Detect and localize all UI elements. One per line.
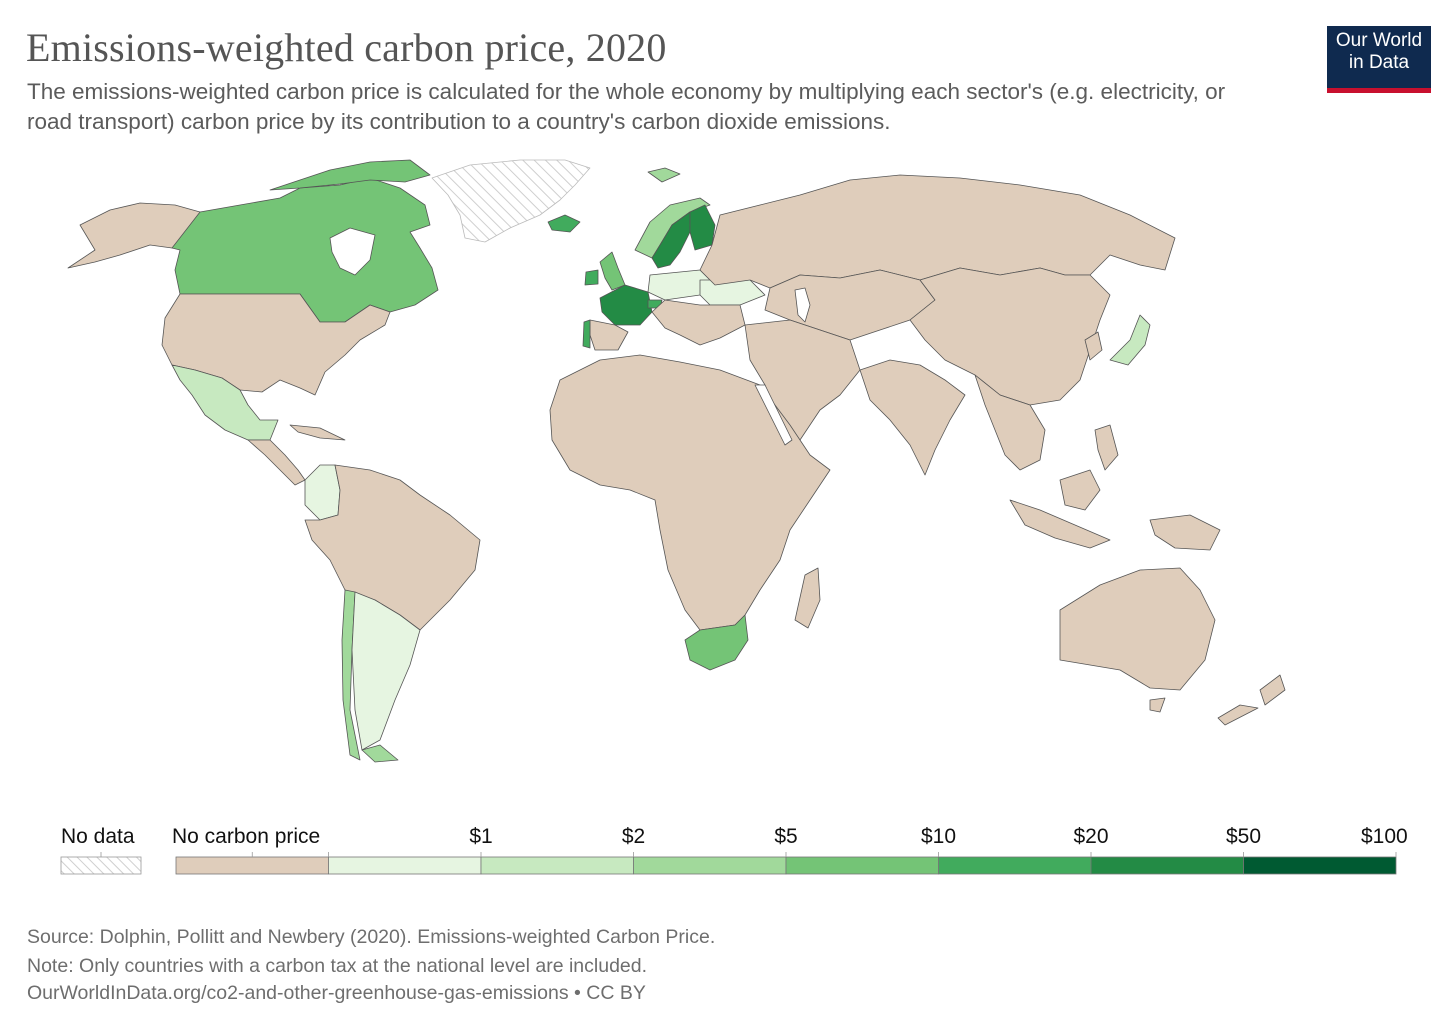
region-china[interactable] bbox=[909, 267, 1111, 406]
region-france[interactable] bbox=[599, 284, 653, 326]
region-canada-islands[interactable] bbox=[269, 159, 431, 191]
region-canada[interactable] bbox=[171, 177, 439, 323]
legend-bin-2[interactable] bbox=[480, 856, 634, 875]
caspian-sea bbox=[794, 287, 811, 323]
region-middle-east[interactable] bbox=[744, 319, 861, 441]
region-borneo[interactable] bbox=[1059, 469, 1101, 511]
region-africa[interactable] bbox=[549, 354, 831, 631]
legend-tick-label: $5 bbox=[774, 825, 798, 848]
region-japan[interactable] bbox=[1109, 314, 1151, 366]
legend-bin-0[interactable] bbox=[175, 856, 329, 875]
region-new-guinea[interactable] bbox=[1149, 514, 1221, 551]
legend-tick-label: $2 bbox=[621, 825, 646, 848]
region-philippines[interactable] bbox=[1094, 424, 1119, 471]
legend-tick-label: $50 bbox=[1225, 825, 1262, 848]
legend-bin-7[interactable] bbox=[1243, 856, 1397, 875]
region-australia[interactable] bbox=[1059, 567, 1216, 691]
logo-line-2: in Data bbox=[1348, 52, 1410, 73]
legend-bin-1[interactable] bbox=[328, 856, 482, 875]
legend-bin-4[interactable] bbox=[785, 856, 939, 875]
region-south-africa[interactable] bbox=[684, 614, 749, 671]
region-madagascar[interactable] bbox=[794, 567, 821, 629]
region-ukraine[interactable] bbox=[699, 279, 766, 306]
legend-tick-label: $10 bbox=[920, 825, 957, 848]
region-tasmania[interactable] bbox=[1149, 697, 1166, 713]
legend-bin-6[interactable] bbox=[1090, 856, 1244, 875]
legend-bar bbox=[60, 852, 1397, 875]
chart-title: Emissions-weighted carbon price, 2020 bbox=[26, 25, 667, 70]
owid-logo[interactable]: Our World in Data bbox=[1327, 26, 1431, 93]
region-southeast-asia[interactable] bbox=[974, 374, 1046, 471]
footer-source: Source: Dolphin, Pollitt and Newbery (20… bbox=[27, 926, 716, 948]
red-sea bbox=[754, 384, 793, 446]
region-greenland[interactable] bbox=[431, 159, 591, 243]
region-finland[interactable] bbox=[689, 204, 716, 251]
legend-bin-3[interactable] bbox=[633, 856, 787, 875]
region-argentina[interactable] bbox=[351, 591, 421, 751]
region-iceland[interactable] bbox=[547, 214, 581, 233]
region-svalbard[interactable] bbox=[647, 167, 681, 183]
region-portugal[interactable] bbox=[582, 319, 591, 349]
region-new-zealand[interactable] bbox=[1217, 674, 1286, 726]
legend-tick-label: $20 bbox=[1073, 825, 1109, 848]
footer-note: Note: Only countries with a carbon tax a… bbox=[27, 955, 648, 977]
legend-bin-5[interactable] bbox=[938, 856, 1092, 875]
footer-link[interactable]: OurWorldInData.org/co2-and-other-greenho… bbox=[27, 982, 646, 1004]
region-india[interactable] bbox=[859, 359, 966, 476]
world-map bbox=[67, 159, 1286, 763]
chart-subtitle: The emissions-weighted carbon price is c… bbox=[27, 79, 1226, 134]
legend-tick-label: $100 bbox=[1360, 825, 1408, 848]
region-argentina-south[interactable] bbox=[361, 744, 399, 763]
region-mexico[interactable] bbox=[171, 364, 279, 441]
region-cuba[interactable] bbox=[289, 424, 346, 441]
legend-no-data-label: No data bbox=[61, 825, 135, 848]
legend-tick-label: $1 bbox=[469, 825, 493, 848]
hudson-bay bbox=[329, 227, 376, 276]
region-south-europe[interactable] bbox=[651, 299, 746, 346]
logo-line-1: Our World bbox=[1335, 30, 1423, 51]
region-indonesia[interactable] bbox=[1009, 499, 1111, 549]
legend-swatch-no-data bbox=[60, 856, 142, 875]
region-russia[interactable] bbox=[699, 174, 1176, 289]
region-central-america[interactable] bbox=[247, 439, 306, 486]
region-uk[interactable] bbox=[599, 251, 626, 291]
region-colombia[interactable] bbox=[304, 464, 341, 521]
region-korea[interactable] bbox=[1084, 331, 1103, 361]
legend-no-carbon-label: No carbon price bbox=[172, 825, 321, 848]
region-ireland[interactable] bbox=[584, 269, 599, 286]
